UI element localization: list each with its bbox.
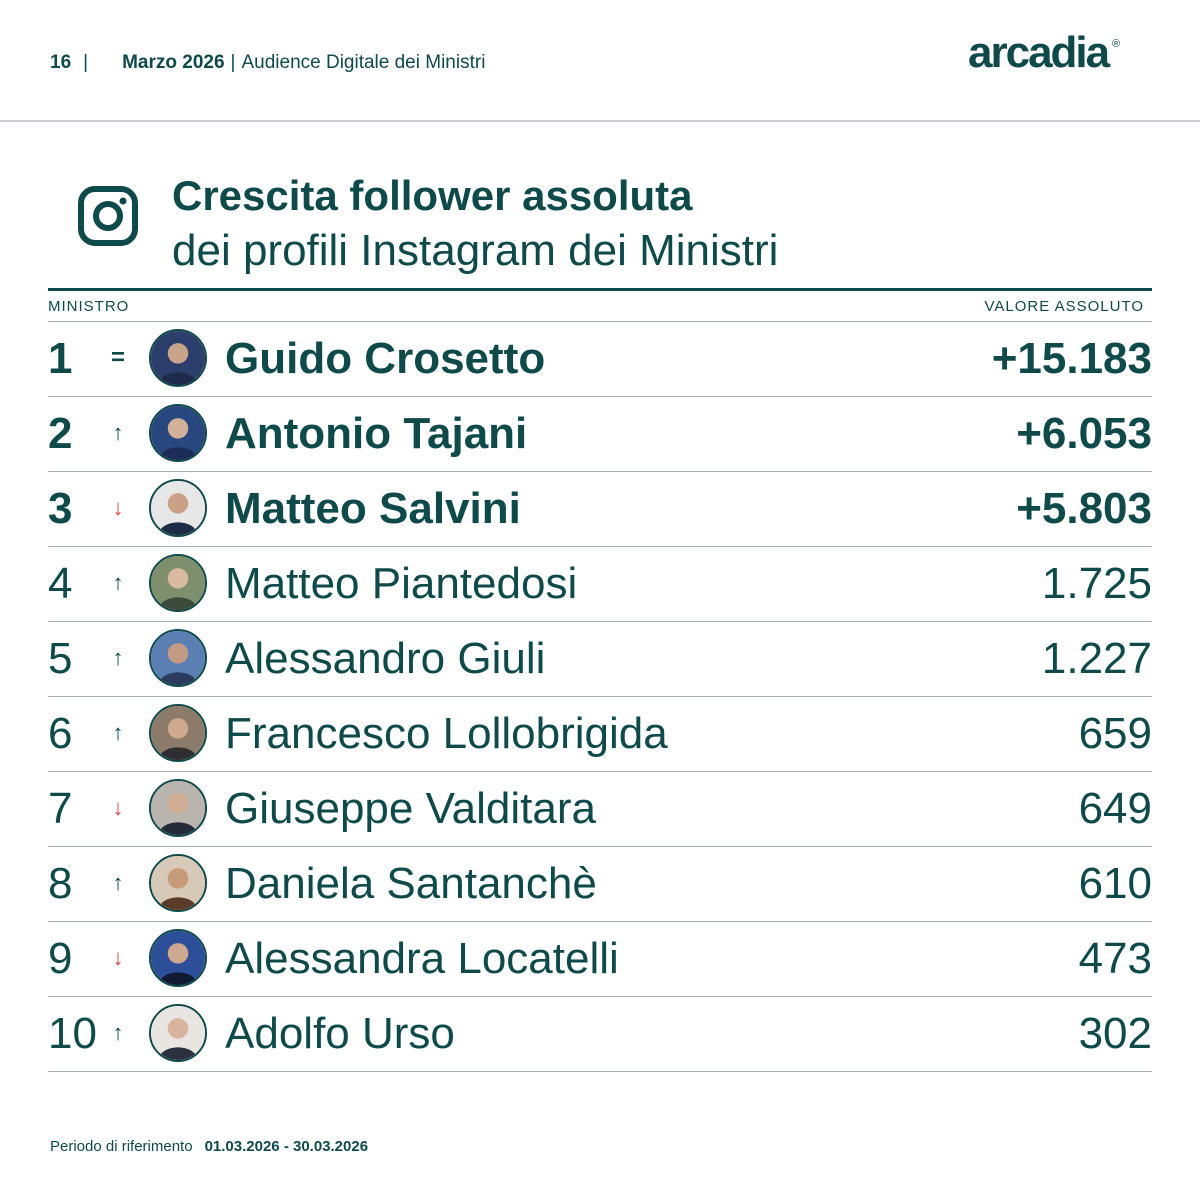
- minister-name: Francesco Lollobrigida: [225, 709, 668, 758]
- portrait-image: [151, 931, 205, 985]
- portrait-image: [151, 481, 205, 535]
- minister-name: Guido Crosetto: [225, 334, 546, 383]
- follower-growth-value: 302: [1078, 1009, 1152, 1058]
- table-row: 10 ↑ Adolfo Urso 302: [48, 997, 1152, 1072]
- avatar: [149, 554, 207, 612]
- rank-number: 1: [48, 334, 73, 383]
- header-month: Marzo 2026: [122, 52, 225, 73]
- minister-name: Matteo Piantedosi: [225, 559, 578, 608]
- portrait-image: [151, 331, 205, 385]
- footer: Periodo di riferimento 01.03.2026 - 30.03…: [50, 1138, 368, 1155]
- trend-up-arrow-icon: ↑: [112, 870, 124, 895]
- trend-up-arrow-icon: ↑: [112, 720, 124, 745]
- table-row: 6 ↑ Francesco Lollobrigida 659: [48, 697, 1152, 772]
- table-row: 9 ↓ Alessandra Locatelli 473: [48, 922, 1152, 997]
- trend-down-arrow-icon: ↓: [112, 945, 124, 970]
- follower-growth-value: +15.183: [991, 334, 1152, 383]
- portrait-image: [151, 631, 205, 685]
- avatar: [149, 404, 207, 462]
- table-row: 5 ↑ Alessandro Giuli 1.227: [48, 622, 1152, 697]
- minister-name: Adolfo Urso: [225, 1009, 455, 1058]
- footer-dates: 01.03.2026 - 30.03.2026: [204, 1138, 369, 1155]
- logo-registered-mark: ®: [1112, 38, 1121, 50]
- rank-number: 4: [48, 559, 73, 608]
- minister-name: Daniela Santanchè: [225, 859, 597, 908]
- portrait-image: [151, 406, 205, 460]
- trend-up-arrow-icon: ↑: [112, 570, 124, 595]
- avatar: [149, 779, 207, 837]
- rank-number: 7: [48, 784, 73, 833]
- header-text: 16 | Marzo 2026 | Audience Digitale dei Mini…: [50, 52, 485, 74]
- follower-growth-value: 1.227: [1041, 634, 1152, 683]
- report-title: Audience Digitale dei Ministri: [241, 52, 486, 73]
- follower-growth-value: +6.053: [1016, 409, 1152, 458]
- minister-name: Alessandro Giuli: [225, 634, 546, 683]
- minister-name: Antonio Tajani: [225, 409, 528, 458]
- section-subtitle: dei profili Instagram dei Ministri: [172, 226, 779, 275]
- table-row: 1 = Guido Crosetto +15.183: [48, 322, 1152, 397]
- avatar: [149, 329, 207, 387]
- footer-label: Periodo di riferimento: [50, 1138, 193, 1155]
- header-divider: [48, 321, 1152, 322]
- table-row: 8 ↑ Daniela Santanchè 610: [48, 847, 1152, 922]
- avatar: [149, 479, 207, 537]
- portrait-image: [151, 856, 205, 910]
- rank-number: 3: [48, 484, 73, 533]
- portrait-image: [151, 706, 205, 760]
- follower-growth-value: 610: [1078, 859, 1152, 908]
- follower-growth-value: 649: [1078, 784, 1152, 833]
- page-number: 16: [50, 52, 72, 73]
- header-separator: |: [83, 52, 89, 73]
- trend-down-arrow-icon: ↓: [112, 495, 124, 520]
- table-row: 7 ↓ Giuseppe Valditara 649: [48, 772, 1152, 847]
- portrait-image: [151, 781, 205, 835]
- section-title: Crescita follower assoluta: [172, 172, 693, 219]
- header-separator: |: [230, 52, 236, 73]
- trend-down-arrow-icon: ↓: [112, 795, 124, 820]
- follower-growth-value: 659: [1078, 709, 1152, 758]
- avatar: [149, 854, 207, 912]
- instagram-icon: [78, 186, 138, 246]
- rank-number: 9: [48, 934, 73, 983]
- ranking-table: 1 = Guido Crosetto +15.183 2 ↑ Antonio Tajani +…: [48, 322, 1152, 1072]
- rank-number: 10: [48, 1009, 97, 1058]
- column-header-minister: MINISTRO: [48, 298, 130, 315]
- portrait-image: [151, 1006, 205, 1060]
- follower-growth-value: 473: [1078, 934, 1152, 983]
- rank-number: 6: [48, 709, 73, 758]
- table-row: 2 ↑ Antonio Tajani +6.053: [48, 397, 1152, 472]
- portrait-image: [151, 556, 205, 610]
- avatar: [149, 1004, 207, 1062]
- avatar: [149, 929, 207, 987]
- avatar: [149, 704, 207, 762]
- arcadia-logo: arcadia ®: [968, 28, 1120, 78]
- logo-text: arcadia: [968, 28, 1110, 77]
- trend-up-arrow-icon: ↑: [112, 1020, 124, 1045]
- column-header-value: VALORE ASSOLUTO: [984, 298, 1144, 315]
- follower-growth-value: 1.725: [1041, 559, 1152, 608]
- rank-number: 2: [48, 409, 73, 458]
- page-header: 16 | Marzo 2026 | Audience Digitale dei Mini…: [0, 0, 1200, 122]
- trend-equal-icon: =: [110, 344, 125, 371]
- follower-growth-value: +5.803: [1016, 484, 1152, 533]
- rank-number: 8: [48, 859, 73, 908]
- trend-up-arrow-icon: ↑: [112, 420, 124, 445]
- table-top-rule: [48, 288, 1152, 291]
- trend-up-arrow-icon: ↑: [112, 645, 124, 670]
- rank-number: 5: [48, 634, 73, 683]
- minister-name: Matteo Salvini: [225, 484, 521, 533]
- table-row: 3 ↓ Matteo Salvini +5.803: [48, 472, 1152, 547]
- avatar: [149, 629, 207, 687]
- minister-name: Giuseppe Valditara: [225, 784, 596, 833]
- table-row: 4 ↑ Matteo Piantedosi 1.725: [48, 547, 1152, 622]
- minister-name: Alessandra Locatelli: [225, 934, 619, 983]
